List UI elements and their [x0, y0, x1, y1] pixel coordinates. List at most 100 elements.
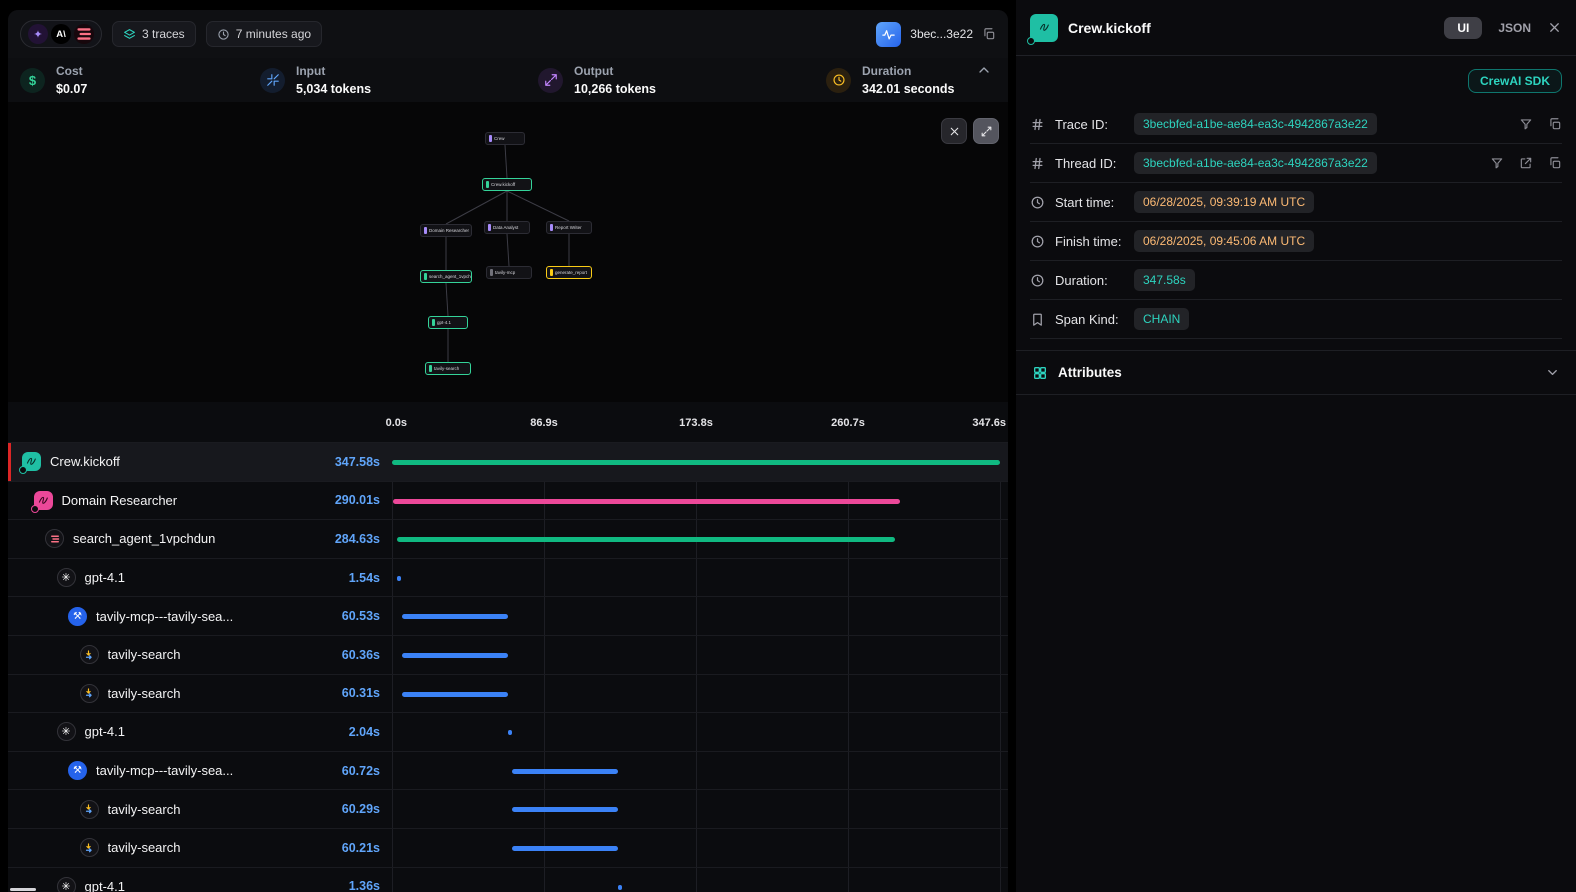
graph-node[interactable]: tavily-search [425, 362, 471, 375]
trace-row[interactable]: ✳gpt-4.12.04s [8, 712, 1008, 751]
horizontal-scrollbar-thumb[interactable] [10, 888, 36, 891]
filter-icon[interactable] [1490, 156, 1504, 170]
activity-chart-button[interactable] [876, 22, 901, 47]
axis-tick-label: 173.8s [679, 417, 713, 429]
graph-node[interactable]: gpt-4.1 [428, 316, 468, 329]
trace-row[interactable]: ⚒tavily-mcp---tavily-sea...60.53s [8, 596, 1008, 635]
stat-cost-label: Cost [56, 64, 83, 78]
close-panel-button[interactable] [1547, 20, 1562, 35]
dollar-icon: $ [20, 68, 45, 93]
agent-icon [34, 491, 53, 510]
collapse-stats-chevron-icon[interactable] [976, 62, 992, 83]
graph-node-tag [432, 319, 435, 326]
graph-node-label: Domain Researcher [429, 228, 469, 233]
clock-icon [1030, 234, 1045, 249]
graph-node[interactable]: generate_report [546, 266, 592, 279]
trace-row[interactable]: ⚒tavily-mcp---tavily-sea...60.72s [8, 751, 1008, 790]
graph-node[interactable]: tavily-mcp [486, 266, 532, 279]
stat-input-value: 5,034 tokens [296, 82, 371, 96]
attributes-section-header[interactable]: Attributes [1016, 350, 1576, 395]
timeline-rows: Crew.kickoff347.58s Domain Researcher 290.… [8, 442, 1008, 892]
compress-arrows-icon [260, 68, 285, 93]
graph-node[interactable]: Domain Researcher [420, 224, 472, 237]
trace-row-bar [512, 846, 617, 851]
trace-row[interactable]: ✳gpt-4.11.36s [8, 867, 1008, 892]
field-row: Span Kind:CHAIN [1030, 300, 1562, 339]
tab-json[interactable]: JSON [1498, 21, 1531, 35]
graph-node[interactable]: Report Writer [546, 221, 592, 234]
trace-row[interactable]: tavily-search60.31s [8, 674, 1008, 713]
trace-row-duration: 60.29s [342, 802, 380, 816]
trace-row-bar [508, 730, 512, 735]
graph-node-tag [424, 227, 427, 234]
trace-row-duration: 290.01s [335, 493, 380, 507]
trace-row-bar [397, 537, 895, 542]
trace-row-track [392, 482, 1000, 520]
details-fields: Trace ID:3becbfed-a1be-ae84-ea3c-4942867… [1016, 105, 1576, 339]
graph-node[interactable]: search_agent_1vpchdun [420, 270, 472, 283]
trace-graph-canvas[interactable]: Crew Crew.kickoff Domain Researcher Data An… [8, 102, 1008, 402]
external-link-icon[interactable] [1519, 156, 1533, 170]
chevron-down-icon [1545, 365, 1560, 380]
trace-row-name: search_agent_1vpchdun [73, 531, 215, 546]
copy-icon[interactable] [1548, 117, 1562, 131]
graph-close-button[interactable] [941, 118, 967, 144]
sparkle-icon: ✦ [28, 24, 48, 44]
traces-count-label: 3 traces [142, 27, 185, 41]
trace-row-duration: 1.54s [349, 571, 380, 585]
trace-row-name: Crew.kickoff [50, 454, 120, 469]
tavily-icon [80, 684, 99, 703]
trace-row[interactable]: search_agent_1vpchdun284.63s [8, 519, 1008, 558]
trace-row[interactable]: ✳gpt-4.11.54s [8, 558, 1008, 597]
trace-row[interactable]: Domain Researcher 290.01s [8, 481, 1008, 520]
field-value: 3becbfed-a1be-ae84-ea3c-4942867a3e22 [1134, 113, 1377, 135]
stat-output: Output 10,266 tokens [538, 62, 826, 98]
trace-row-bar [402, 614, 508, 619]
graph-node-label: Data Analyst [493, 225, 518, 230]
trace-row-name: tavily-search [108, 802, 181, 817]
trace-row-bar [512, 807, 617, 812]
graph-fullscreen-button[interactable] [973, 118, 999, 144]
graph-node[interactable]: Crew [485, 132, 525, 145]
field-label: Thread ID: [1055, 156, 1134, 171]
trace-row[interactable]: tavily-search 60.29s [8, 789, 1008, 828]
traces-count-badge[interactable]: 3 traces [112, 21, 196, 47]
trace-row[interactable]: tavily-search60.36s [8, 635, 1008, 674]
stat-duration: Duration 342.01 seconds [826, 62, 954, 98]
axis-tick-label: 347.6s [972, 417, 1006, 429]
field-value: 347.58s [1134, 269, 1195, 291]
trace-row-track [392, 675, 1000, 713]
crewai-crew-icon [22, 452, 41, 471]
trace-row-track [392, 520, 1000, 558]
copy-icon[interactable] [1548, 156, 1562, 170]
graph-node[interactable]: Data Analyst [484, 221, 530, 234]
field-value: 3becbfed-a1be-ae84-ea3c-4942867a3e22 [1134, 152, 1377, 174]
graph-node-tag [490, 269, 493, 276]
trace-row[interactable]: tavily-search60.21s [8, 828, 1008, 867]
trace-row-name: tavily-search [108, 840, 181, 855]
stat-cost: $ Cost $0.07 [20, 62, 260, 98]
openai-icon: ✳ [57, 722, 76, 741]
graph-node-tag [550, 269, 553, 276]
layers-icon [123, 28, 136, 41]
attributes-label: Attributes [1058, 365, 1122, 380]
trace-row-name: tavily-mcp---tavily-sea... [96, 609, 233, 624]
trace-row[interactable]: Crew.kickoff347.58s [8, 442, 1008, 481]
filter-icon[interactable] [1519, 117, 1533, 131]
crewai-crew-icon [1030, 14, 1058, 42]
tab-ui[interactable]: UI [1444, 17, 1482, 39]
sdk-badge: CrewAI SDK [1468, 69, 1562, 93]
trace-row-name: Domain Researcher [62, 493, 178, 508]
tools-icon: ⚒ [68, 761, 87, 780]
trace-row-track [392, 790, 1000, 828]
copy-trace-id-button[interactable] [982, 27, 996, 41]
trace-row-track [392, 636, 1000, 674]
trace-row-name: tavily-search [108, 647, 181, 662]
stat-cost-value: $0.07 [56, 82, 87, 96]
trace-overview-panel: ✦ A\ 3 traces 7 minutes ago 3bec...3e22 … [8, 10, 1008, 892]
graph-node-label: Crew [494, 136, 505, 141]
updated-time-label: 7 minutes ago [236, 27, 311, 41]
graph-node[interactable]: Crew.kickoff [482, 178, 532, 191]
trace-row-bar [618, 885, 622, 890]
trace-row-duration: 60.53s [342, 609, 380, 623]
